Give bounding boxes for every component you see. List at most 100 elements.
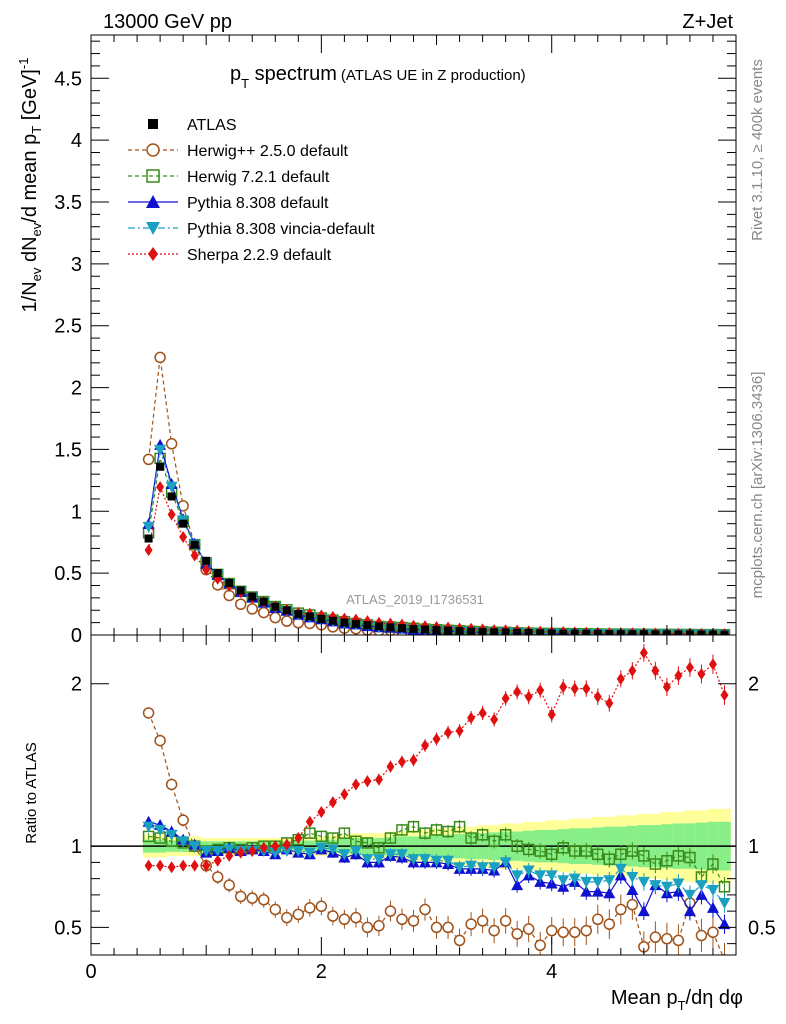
y-tick-label-top: 3 [71,254,82,276]
series-point-ratio [649,931,662,943]
atlas-data-point [605,630,614,635]
x-tick-label: 0 [85,961,96,983]
series-point-ratio [592,913,604,926]
series-point-ratio [707,858,719,870]
series-point-ratio [545,870,558,882]
series-point-top [156,480,165,493]
atlas-data-point [202,556,211,565]
atlas-data-point [340,618,349,627]
title-p: p [230,63,241,85]
series-point-top [269,611,282,624]
series-point-ratio [328,796,337,809]
atlas-data-point [363,621,372,630]
series-point-ratio [718,898,731,910]
atlas-data-point [271,602,280,611]
series-point-ratio [534,939,546,952]
series-point-ratio [672,878,685,890]
series-point-ratio [638,850,650,862]
series-point-ratio [661,855,673,867]
series-point-ratio [651,664,660,677]
series-point-ratio [409,754,418,767]
series-point-ratio [419,903,431,916]
atlas-data-point [156,462,165,471]
atlas-data-point [351,619,360,628]
series-point-ratio [476,915,489,927]
legend-marker [146,143,160,157]
series-point-ratio [156,859,165,872]
series-point-ratio [259,841,268,854]
atlas-data-point [167,492,176,501]
series-point-ratio [292,908,305,921]
analysis-watermark: ATLAS_2019_I1736531 [346,592,484,607]
series-point-ratio [453,820,466,833]
y-axis-label-top: 1/Nev dNev/d mean pT [GeV]-1 [16,58,44,313]
series-point-ratio [603,853,616,865]
series-point-ratio [304,827,316,839]
series-point-ratio [522,923,535,935]
series-point-ratio [721,954,728,955]
series-point-ratio [603,887,616,899]
series-point-ratio [706,885,719,897]
atlas-data-point [582,629,591,635]
atlas-data-point [259,597,268,606]
series-point-ratio [614,863,627,875]
y-axis-label-bottom: Ratio to ATLAS [23,742,40,843]
series-point-ratio [580,885,593,897]
legend: ATLAS Herwig++ 2.5.0 default Herwig 7.2.1 … [128,117,375,264]
series-point-ratio [488,835,500,848]
series-point-ratio [649,880,662,892]
y-tick-label-ratio-left: 2 [71,674,82,696]
series-point-ratio [501,692,510,705]
series-point-ratio [513,685,522,698]
energy-label: 13000 GeV pp [103,11,232,33]
atlas-data-point [294,609,303,618]
atlas-data-point [490,628,499,635]
series-point-ratio [236,846,245,859]
series-point-ratio [499,829,512,841]
series-point-top [234,598,247,611]
series-point-ratio [144,859,153,872]
atlas-data-point [213,569,222,578]
legend-marker [148,247,158,261]
series-point-top [179,531,188,544]
series-point-ratio [350,911,362,924]
series-point-ratio [626,898,639,911]
series-point-ratio [697,667,706,680]
series-point-ratio [695,929,708,942]
series-point-ratio [708,658,717,671]
atlas-data-point [305,612,314,621]
y-tick-label-ratio-right: 1 [748,836,759,858]
series-point-ratio [547,708,556,721]
series-point-ratio [685,661,694,674]
rivet-label: Rivet 3.1.10, ≥ 400k events [749,59,766,241]
series-point-ratio [511,840,523,852]
atlas-data-point [720,630,729,635]
series-point-ratio [327,910,339,922]
legend-label: Sherpa 2.2.9 default [187,247,332,264]
series-point-ratio [373,842,385,854]
legend-label: Herwig 7.2.1 default [187,169,330,186]
series-point-ratio [499,915,512,927]
series-point-ratio [167,861,176,874]
atlas-data-point [179,519,188,528]
series-point-ratio [615,903,627,916]
series-point-ratio [269,847,282,859]
series-point-ratio [142,707,155,719]
series-point-ratio [707,926,719,939]
series-point-ratio [211,871,224,883]
y-tick-label-top: 3.5 [54,192,82,214]
series-line-ratio [148,651,726,868]
series-point-ratio [246,892,258,904]
series-point-top [246,603,258,615]
series-point-ratio [303,847,316,859]
series-line-top [147,484,725,635]
series-point-ratio [202,859,211,872]
series-point-ratio [522,843,535,856]
series-point-ratio [559,680,568,693]
series-point-ratio [490,713,499,726]
series-point-ratio [465,918,477,930]
series-point-top [281,615,293,627]
series-point-ratio [374,773,383,786]
series-point-ratio [453,862,466,874]
